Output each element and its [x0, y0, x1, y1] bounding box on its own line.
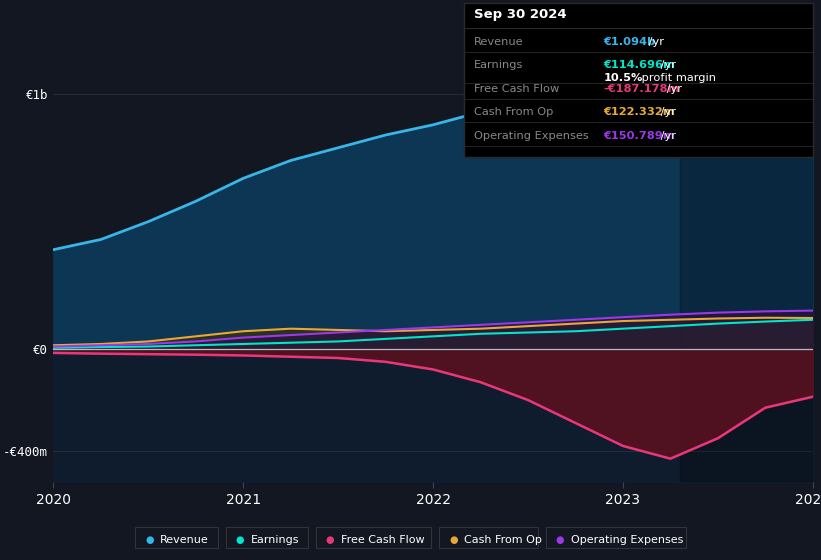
- Text: /yr: /yr: [657, 108, 676, 118]
- Text: Revenue: Revenue: [160, 535, 209, 545]
- Text: Operating Expenses: Operating Expenses: [474, 131, 589, 141]
- Text: Sep 30 2024: Sep 30 2024: [474, 8, 566, 21]
- Text: Cash From Op: Cash From Op: [474, 108, 553, 118]
- Text: /yr: /yr: [657, 60, 676, 71]
- Text: Operating Expenses: Operating Expenses: [571, 535, 683, 545]
- Text: Earnings: Earnings: [250, 535, 299, 545]
- Text: Free Cash Flow: Free Cash Flow: [474, 84, 559, 94]
- Text: €150.789m: €150.789m: [603, 131, 675, 141]
- Text: €1.094b: €1.094b: [603, 37, 656, 47]
- Text: profit margin: profit margin: [638, 73, 716, 83]
- Text: €114.696m: €114.696m: [603, 60, 676, 71]
- Text: €122.332m: €122.332m: [603, 108, 675, 118]
- Text: /yr: /yr: [663, 84, 681, 94]
- Text: Free Cash Flow: Free Cash Flow: [341, 535, 424, 545]
- Text: /yr: /yr: [657, 131, 676, 141]
- Text: ●: ●: [145, 535, 154, 545]
- Text: ●: ●: [236, 535, 244, 545]
- Text: -€187.178m: -€187.178m: [603, 84, 680, 94]
- Text: /yr: /yr: [645, 37, 664, 47]
- Text: ●: ●: [326, 535, 334, 545]
- Text: 10.5%: 10.5%: [603, 73, 643, 83]
- Text: Cash From Op: Cash From Op: [464, 535, 542, 545]
- Text: Earnings: Earnings: [474, 60, 523, 71]
- Text: Revenue: Revenue: [474, 37, 523, 47]
- Text: ●: ●: [449, 535, 457, 545]
- Text: ●: ●: [556, 535, 564, 545]
- Bar: [680, 56, 813, 482]
